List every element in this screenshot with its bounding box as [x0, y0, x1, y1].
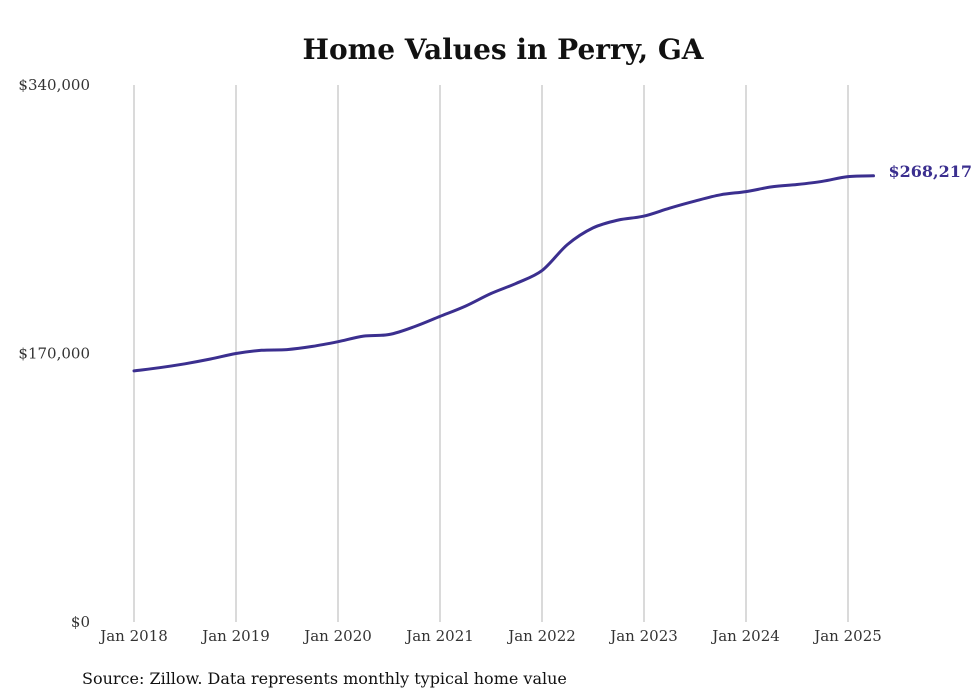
x-tick-label: Jan 2018 — [98, 627, 168, 645]
y-tick-label: $170,000 — [18, 345, 90, 363]
y-tick-label: $0 — [71, 613, 90, 631]
series-lines: $268,217 — [132, 162, 973, 373]
x-tick-label: Jan 2024 — [710, 627, 780, 645]
x-tick-label: Jan 2020 — [302, 627, 372, 645]
y-axis-ticks: $0 $170,000 $340,000 — [18, 76, 90, 631]
x-tick-label: Jan 2019 — [200, 627, 270, 645]
x-axis-ticks: Jan 2018 Jan 2019 Jan 2020 Jan 2021 Jan 2022… — [98, 627, 882, 645]
x-tick-label: Jan 2025 — [812, 627, 882, 645]
gridlines — [133, 85, 849, 622]
source-caption: Source: Zillow. Data represents monthly … — [82, 669, 567, 688]
end-value-label: $268,217 — [889, 162, 973, 181]
x-tick-label: Jan 2023 — [608, 627, 678, 645]
x-tick-label: Jan 2021 — [404, 627, 474, 645]
x-tick-label: Jan 2022 — [506, 627, 576, 645]
chart-title: Home Values in Perry, GA — [302, 33, 704, 66]
series-line — [132, 174, 875, 373]
y-tick-label: $340,000 — [18, 76, 90, 94]
